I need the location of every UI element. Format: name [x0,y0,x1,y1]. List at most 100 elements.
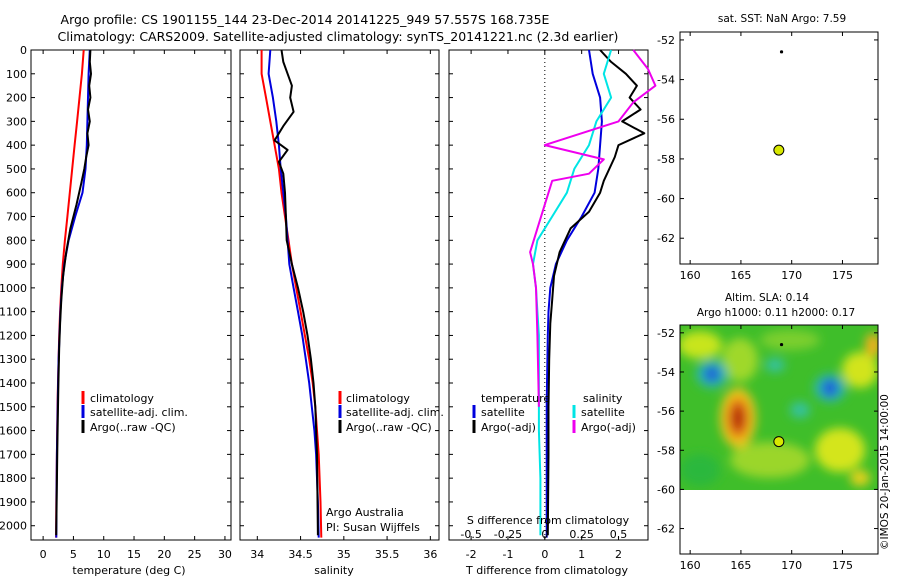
sst-map-ticks: 160 165 170 175 -52 -54 -56 -58 -60 -62 [657,32,878,282]
depth-tick-label: 700 [6,211,27,224]
sla-patch [760,330,820,350]
sla-cyan-patch [765,358,785,372]
sla-patch [680,331,722,359]
sla-map-subtitle: Argo h1000: 0.11 h2000: 0.17 [697,307,855,319]
sla-negative-anomaly [704,366,720,382]
sla-patch [730,442,810,478]
t-difference-tick-label: 1 [578,548,585,561]
salinity-series-argo-raw-qc [273,49,319,536]
sst-map-title: sat. SST: NaN Argo: 7.59 [718,13,846,25]
temperature-axes [30,49,232,541]
sst-y-tick-label: -54 [657,74,675,87]
depth-tick-label: 900 [6,258,27,271]
legend-label-satellite: satellite-adj. clim. [346,406,444,419]
sst-x-tick-label: 165 [730,269,751,282]
depth-tick-label: 1200 [0,329,27,342]
salinity-axes [239,49,440,541]
depth-tick-label: 1300 [0,353,27,366]
depth-tick-label: 1400 [0,377,27,390]
temperature-tick-label: 20 [157,548,171,561]
s-difference-tick-label: 0.5 [610,528,628,541]
legend-label-climatology: climatology [90,392,154,405]
temperature-series-climatology [55,49,85,538]
difference-series-argo-adj [546,49,646,536]
sla-positive-anomaly [850,470,870,486]
salinity-series-climatology [260,50,323,538]
temperature-tick-label: 25 [188,548,202,561]
tick-marks [31,49,648,540]
temperature-tick-label: 30 [218,548,232,561]
t-difference-axis-label: T difference from climatology [465,564,628,577]
legend-label-temp-satellite: satellite [481,406,525,419]
temperature-tick-label: 0 [40,548,47,561]
sla-map-ticks: 160 165 170 175 -52 -54 -56 -58 -60 -62 [657,325,878,572]
legend-header-temperature: temperature [481,392,550,405]
legend-label-satellite: satellite-adj. clim. [90,406,188,419]
sst-y-tick-label: -56 [657,113,675,126]
depth-tick-label: 100 [6,68,27,81]
sst-y-tick-label: -52 [657,34,675,47]
t-difference-tick-labels: -2 -1 0 1 2 [466,548,622,561]
sla-patch [815,428,865,472]
salinity-tick-label: 34.5 [288,548,313,561]
s-difference-tick-label: -0.25 [494,528,522,541]
t-difference-tick-label: -2 [466,548,477,561]
sla-reference-dot [779,342,784,347]
legend-label-argo: Argo(..raw -QC) [346,421,432,434]
pi-note: PI: Susan Wijffels [326,521,420,534]
legend-label-sal-satellite: satellite [581,406,625,419]
s-difference-tick-labels: -0.5 -0.25 0 0.25 0.5 [460,528,627,541]
sla-x-tick-label: 170 [781,559,802,572]
sla-heatmap [680,325,878,490]
sst-x-tick-label: 160 [680,269,701,282]
sla-y-tick-label: -60 [657,483,675,496]
sla-y-tick-label: -52 [657,327,675,340]
sst-y-tick-label: -60 [657,193,675,206]
legend-header-salinity: salinity [583,392,623,405]
figure-title-line1: Argo profile: CS 1901155_144 23-Dec-2014… [61,12,550,27]
sst-y-tick-label: -58 [657,153,675,166]
legend-label-climatology: climatology [346,392,410,405]
sla-x-tick-label: 165 [730,559,751,572]
sla-patch [722,338,758,382]
argo-australia-note: Argo Australia [326,506,404,519]
s-difference-tick-label: 0 [541,528,548,541]
profile-series [55,49,657,538]
salinity-legend: climatology satellite-adj. clim. Argo(..… [338,391,444,434]
sla-y-tick-label: -62 [657,523,675,536]
salinity-tick-labels: 34 34.5 35 35.5 36 [250,548,437,561]
legend-label-temp-argo: Argo(-adj) [481,421,536,434]
depth-tick-label: 1100 [0,306,27,319]
sla-map-points [773,342,785,448]
depth-tick-label: 1500 [0,401,27,414]
difference-series-satellite [545,49,603,538]
sst-reference-dot [779,50,784,54]
legend-label-argo: Argo(..raw -QC) [90,421,176,434]
sst-y-tick-label: -62 [657,232,675,245]
sla-patch [842,352,878,388]
depth-tick-label: 1600 [0,425,27,438]
temperature-series-argo-raw-qc [55,49,92,536]
depth-tick-label: 600 [6,187,27,200]
sla-positive-core [732,406,744,430]
sst-x-tick-label: 175 [832,269,853,282]
t-difference-tick-label: 2 [615,548,622,561]
temperature-tick-labels: 0 5 10 15 20 25 30 [40,548,232,561]
sla-negative-anomaly [822,379,838,397]
legend-label-sal-argo: Argo(-adj) [581,421,636,434]
difference-axes [448,49,649,541]
salinity-tick-label: 34 [250,548,264,561]
depth-tick-label: 200 [6,92,27,105]
temperature-tick-label: 10 [97,548,111,561]
salinity-axis-label: salinity [314,564,354,577]
imos-credit: ©IMOS 20-Jan-2015 14:00:00 [879,394,891,550]
sla-x-tick-label: 175 [832,559,853,572]
sla-y-tick-label: -54 [657,366,675,379]
t-difference-tick-label: -1 [502,548,513,561]
sla-x-tick-label: 160 [680,559,701,572]
sla-cyan-patch [790,402,810,418]
sla-y-tick-label: -58 [657,444,675,457]
difference-series-argo-adj [529,49,657,407]
temperature-tick-label: 5 [70,548,77,561]
salinity-tick-label: 35.5 [375,548,400,561]
